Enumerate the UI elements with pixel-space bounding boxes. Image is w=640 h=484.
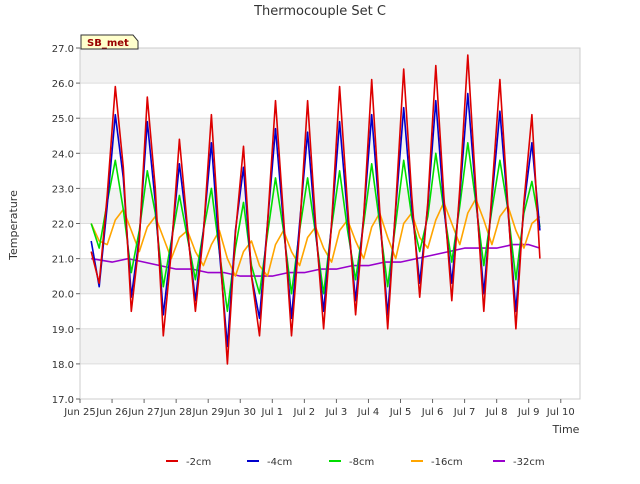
x-tick-label: Jun 28	[159, 407, 192, 418]
y-tick-label: 24.0	[52, 149, 74, 160]
legend-label: -8cm	[349, 457, 374, 468]
series-lines	[90, 54, 541, 365]
x-tick-label: Jul 8	[485, 407, 508, 418]
x-tick-label: Jun 29	[191, 407, 224, 418]
y-tick-label: 22.0	[52, 220, 74, 231]
x-tick-label: Jun 26	[95, 407, 128, 418]
series-line--2cm	[90, 54, 541, 365]
y-tick-label: 25.0	[52, 114, 74, 125]
x-tick-label: Jun 30	[223, 407, 256, 418]
band	[80, 188, 580, 224]
x-axis-label: Time	[552, 423, 580, 436]
site-label: SB_met	[87, 38, 129, 49]
y-tick-label: 17.0	[52, 395, 74, 406]
y-tick-label: 19.0	[52, 325, 74, 336]
band	[80, 258, 580, 294]
site-label-box: SB_met	[80, 34, 139, 50]
x-tick-label: Jul 6	[421, 407, 444, 418]
legend-label: -2cm	[186, 457, 211, 468]
y-tick-label: 23.0	[52, 184, 74, 195]
legend-label: -16cm	[431, 457, 463, 468]
x-tick-label: Jun 25	[63, 407, 96, 418]
band	[80, 328, 580, 364]
x-tick-label: Jul 4	[357, 407, 380, 418]
x-tick-label: Jul 10	[546, 407, 575, 418]
legend: -2cm -4cm -8cm -16cm -32cm	[166, 457, 545, 468]
y-tick-label: 26.0	[52, 79, 74, 90]
y-tick-label: 18.0	[52, 360, 74, 371]
x-tick-label: Jul 1	[261, 407, 284, 418]
chart-title: Thermocouple Set C	[253, 4, 386, 19]
y-tick-label: 27.0	[52, 44, 74, 55]
x-tick-label: Jun 27	[127, 407, 160, 418]
y-tick-label: 21.0	[52, 255, 74, 266]
y-axis-ticks: 17.0 18.0 19.0 20.0 21.0 22.0 23.0 24.0 25.0 26.0…	[52, 44, 80, 406]
y-tick-label: 20.0	[52, 290, 74, 301]
x-tick-label: Jul 7	[453, 407, 476, 418]
legend-label: -32cm	[513, 457, 545, 468]
x-tick-label: Jul 9	[517, 407, 540, 418]
x-tick-label: Jul 3	[325, 407, 348, 418]
x-axis-ticks: Jun 25 Jun 26 Jun 27 Jun 28 Jun 29 Jun 30 Jul …	[63, 399, 575, 418]
band	[80, 48, 580, 84]
legend-label: -4cm	[267, 457, 292, 468]
x-tick-label: Jul 5	[389, 407, 412, 418]
x-tick-label: Jul 2	[293, 407, 316, 418]
y-axis-label: Temperature	[7, 190, 20, 261]
